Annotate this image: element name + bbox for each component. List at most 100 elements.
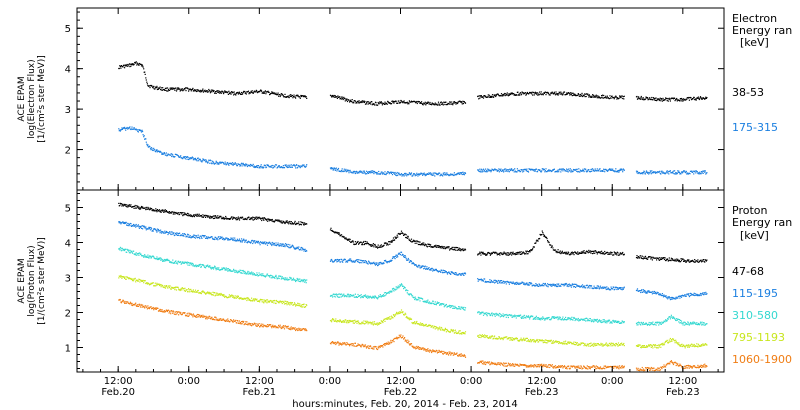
data-point [703,261,705,263]
data-point [239,241,242,243]
data-point [648,98,650,100]
data-point [279,220,281,222]
data-point [693,292,695,294]
data-point [406,236,408,239]
data-point [658,258,660,260]
data-point [643,171,645,173]
data-point [229,270,231,272]
data-point [187,88,189,90]
data-point [190,157,192,159]
data-point [374,296,377,298]
data-point [533,92,535,94]
data-point [241,165,243,167]
data-point [232,270,234,272]
data-point [246,218,248,221]
data-point [534,318,536,320]
data-point [268,275,270,277]
data-point [566,285,568,287]
data-point [197,89,199,91]
data-point [525,251,527,253]
data-point [358,243,360,245]
data-point [692,259,694,261]
data-point [700,259,702,261]
data-point [243,165,245,167]
data-point [530,92,532,94]
data-point [175,211,177,214]
data-point [693,294,695,296]
data-point [402,233,404,235]
data-point [118,128,120,130]
data-point [212,215,214,217]
data-point [125,64,127,66]
data-point [346,98,348,100]
data-point [432,172,434,174]
data-point [142,228,144,230]
data-point [650,258,652,260]
data-point [332,296,334,298]
data-point [143,256,145,258]
data-point [462,103,464,105]
data-point [569,168,571,170]
data-point [227,238,229,240]
data-point [453,246,455,248]
data-point [124,128,126,130]
data-point [396,171,398,174]
data-point [619,95,621,97]
data-point [421,101,423,103]
data-point [451,247,453,249]
data-point [254,166,256,168]
data-point [489,169,491,171]
data-point [222,91,224,93]
data-point [568,284,570,286]
data-point [163,211,165,213]
data-point [155,230,157,232]
data-point [644,98,647,100]
data-point [124,67,126,69]
data-point [259,166,261,168]
data-point [424,265,426,267]
data-point [349,169,351,171]
data-point [282,243,284,245]
data-point [275,276,278,278]
data-point [256,216,258,218]
data-point [402,285,404,287]
data-point [447,247,449,249]
data-point [642,98,644,101]
data-point [347,295,349,297]
data-point [400,232,402,234]
data-point [127,65,129,67]
data-point [264,90,266,92]
data-point [383,244,385,246]
data-point [560,93,562,95]
data-point [349,238,351,240]
data-point [247,273,250,275]
data-point [368,261,370,263]
data-point [173,87,175,89]
data-point [414,296,416,298]
data-point [379,246,381,248]
data-point [145,206,147,208]
data-point [288,97,290,99]
data-point [704,170,706,172]
data-point [121,203,124,205]
data-point [544,171,546,173]
data-point [668,173,670,175]
data-point [510,169,512,171]
data-point [194,265,196,268]
data-point [187,236,189,238]
data-point [423,242,425,244]
data-point [251,91,253,93]
data-point [242,93,244,95]
data-point [505,316,507,318]
data-point [452,249,454,251]
data-point [451,103,453,105]
data-point [144,227,146,229]
data-point [351,99,353,101]
data-point [509,252,512,254]
data-point [212,266,214,269]
data-point [243,272,245,275]
data-point [553,316,555,318]
data-point [615,96,617,98]
data-point [650,256,652,258]
data-point [636,289,638,291]
